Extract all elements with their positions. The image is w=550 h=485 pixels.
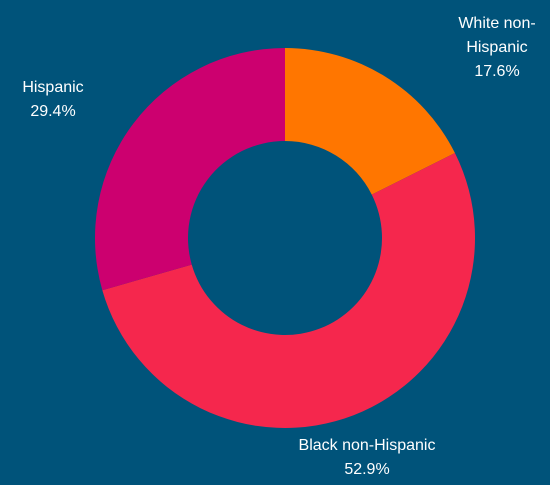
slice-labels: White non- Hispanic 17.6% Black non-Hispani…	[22, 15, 535, 478]
slice-category-label: Hispanic	[466, 39, 527, 56]
slice-label-3: Hispanic 29.4%	[22, 79, 83, 120]
donut-slice-1[interactable]	[285, 48, 455, 195]
donut-slice-2[interactable]	[102, 152, 475, 428]
slice-value-label: 29.4%	[30, 103, 75, 120]
donut-slice-3[interactable]	[94, 48, 285, 291]
donut-slices	[94, 48, 475, 428]
slice-category-label: Black non-Hispanic	[299, 437, 436, 454]
slice-value-label: 17.6%	[474, 63, 519, 80]
slice-label-2: Black non-Hispanic 52.9%	[299, 437, 436, 478]
slice-label-1: White non- Hispanic 17.6%	[458, 15, 535, 80]
slice-value-label: 52.9%	[344, 461, 389, 478]
slice-category-label: White non-	[458, 15, 535, 32]
slice-category-label: Hispanic	[22, 79, 83, 96]
